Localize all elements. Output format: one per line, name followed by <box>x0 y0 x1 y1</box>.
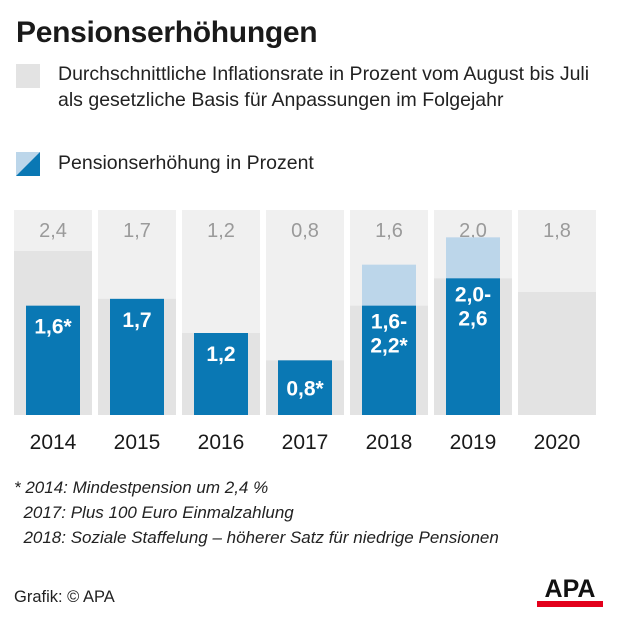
pension-label-2018-line2: 2,2* <box>370 335 408 358</box>
pension-bar-2014 <box>26 305 80 415</box>
inflation-label-2017: 0,8 <box>291 220 319 242</box>
pension-bar-2017 <box>278 360 332 415</box>
apa-logo-text: APA <box>545 575 596 603</box>
pension-bar-2016 <box>194 333 248 415</box>
pension-label-2015: 1,7 <box>122 309 151 332</box>
footnote-3: 2018: Soziale Staffelung – höherer Satz … <box>14 528 499 547</box>
pension-bar-2018 <box>362 305 416 415</box>
legend-pension-label: Pensionserhöhung in Prozent <box>58 152 314 174</box>
apa-logo-bar <box>537 601 603 607</box>
inflation-label-2015: 1,7 <box>123 220 151 242</box>
inflation-label-2020: 1,8 <box>543 220 571 242</box>
source-credit: Grafik: © APA <box>14 588 115 606</box>
x-tick-2019: 2019 <box>450 431 497 454</box>
legend-inflation-swatch <box>16 64 40 88</box>
footnote-2: 2017: Plus 100 Euro Einmalzahlung <box>14 503 294 522</box>
inflation-label-2018: 1,6 <box>375 220 403 242</box>
pension-label-2014: 1,6* <box>34 316 72 339</box>
apa-logo: APA <box>537 575 603 607</box>
x-tick-2020: 2020 <box>534 431 581 454</box>
x-tick-2018: 2018 <box>366 431 413 454</box>
pension-label-2016: 1,2 <box>206 343 235 366</box>
x-tick-2017: 2017 <box>282 431 329 454</box>
pension-bar-2019 <box>446 278 500 415</box>
pension-label-2017: 0,8* <box>286 378 324 401</box>
pension-bar-2015 <box>110 298 164 415</box>
x-tick-2016: 2016 <box>198 431 245 454</box>
chart-title: Pensionserhöhungen <box>16 16 318 49</box>
pension-label-2019-line2: 2,6 <box>458 307 487 330</box>
legend-pension-swatch <box>16 152 40 176</box>
legend-inflation-label: Durchschnittliche Inflationsrate in Proz… <box>58 63 590 111</box>
x-tick-2015: 2015 <box>114 431 161 454</box>
pension-label-2018-line1: 1,6- <box>371 311 407 334</box>
inflation-label-2019: 2,0 <box>459 220 487 242</box>
x-tick-2014: 2014 <box>30 431 77 454</box>
footnote-1: * 2014: Mindestpension um 2,4 % <box>14 478 269 497</box>
inflation-label-2016: 1,2 <box>207 220 235 242</box>
inflation-bar-2020 <box>518 292 596 415</box>
inflation-label-2014: 2,4 <box>39 220 67 242</box>
pension-label-2019-line1: 2,0- <box>455 283 491 306</box>
